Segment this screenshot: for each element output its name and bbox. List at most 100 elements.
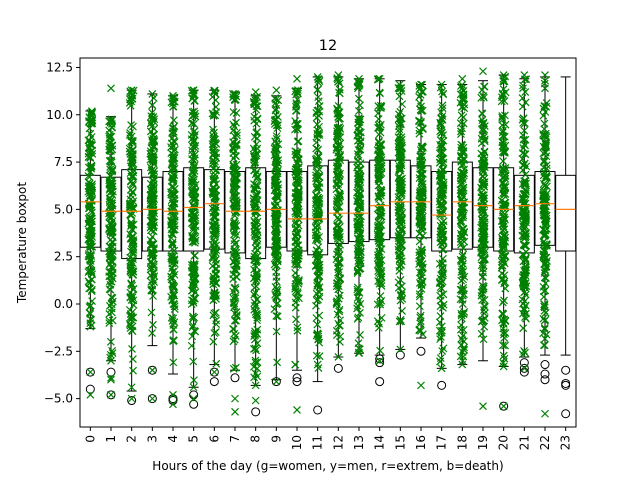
- green-point: [147, 226, 155, 235]
- green-point: [354, 313, 363, 322]
- green-point: [415, 116, 423, 125]
- green-point: [439, 89, 448, 98]
- green-point: [355, 118, 364, 127]
- green-point: [438, 277, 447, 286]
- green-point: [128, 308, 137, 317]
- green-point: [149, 251, 157, 260]
- green-point: [395, 92, 404, 101]
- green-point: [354, 81, 363, 90]
- green-point: [436, 193, 445, 202]
- green-point: [437, 153, 446, 162]
- x-tick-label: 1: [104, 435, 118, 443]
- green-point: [250, 152, 259, 160]
- green-point: [314, 287, 323, 296]
- green-point: [500, 279, 509, 288]
- green-point: [437, 364, 446, 373]
- green-point: [377, 281, 386, 290]
- green-point: [150, 142, 159, 151]
- green-point: [148, 90, 157, 98]
- green-point: [477, 188, 486, 197]
- green-point: [126, 259, 135, 267]
- green-point: [457, 219, 466, 228]
- green-point: [169, 175, 178, 184]
- green-point: [169, 325, 178, 334]
- green-point: [334, 177, 343, 186]
- green-point: [353, 224, 362, 233]
- green-point: [189, 269, 198, 278]
- green-point: [86, 240, 95, 249]
- green-point: [438, 264, 446, 273]
- green-point: [541, 409, 549, 418]
- green-point: [396, 180, 405, 188]
- green-point: [353, 301, 362, 310]
- green-point: [333, 258, 342, 267]
- green-point: [86, 140, 94, 149]
- green-point: [189, 128, 198, 136]
- green-point: [272, 212, 280, 221]
- green-point: [353, 180, 362, 189]
- green-point: [107, 373, 115, 382]
- green-point: [541, 108, 550, 116]
- green-point: [313, 158, 322, 167]
- green-point: [417, 225, 426, 234]
- green-point: [271, 253, 280, 261]
- green-point: [209, 221, 217, 229]
- green-point: [541, 308, 550, 317]
- green-point: [168, 159, 177, 168]
- green-point: [479, 180, 488, 189]
- green-point: [334, 152, 343, 161]
- y-axis: −5.0 −2.5 0.0 2.5 5.0 7.5 10.0 12.5: [44, 60, 80, 406]
- green-point: [272, 377, 281, 386]
- green-point: [270, 144, 279, 153]
- green-point: [312, 246, 321, 255]
- green-point: [293, 125, 302, 134]
- green-point: [395, 128, 404, 137]
- green-point: [108, 191, 117, 199]
- green-point: [167, 254, 176, 263]
- green-point: [397, 290, 405, 299]
- green-point: [291, 125, 299, 134]
- green-point: [272, 86, 281, 95]
- green-point: [398, 295, 407, 303]
- green-point: [375, 195, 383, 203]
- flier-point: [271, 377, 281, 387]
- green-point: [500, 315, 509, 324]
- green-point: [541, 173, 550, 182]
- green-point: [170, 217, 178, 226]
- y-tick-label: 0.0: [54, 297, 73, 311]
- green-point: [397, 191, 406, 199]
- y-tick-label: 12.5: [46, 60, 73, 74]
- green-point: [251, 262, 260, 270]
- green-point: [416, 206, 424, 214]
- green-point: [355, 349, 363, 358]
- axes-frame: [79, 57, 577, 428]
- green-point: [314, 295, 323, 304]
- green-point: [293, 95, 302, 104]
- green-point: [229, 166, 238, 175]
- green-point: [417, 279, 426, 288]
- green-point: [314, 75, 323, 84]
- green-point: [354, 297, 363, 305]
- green-point: [292, 121, 301, 129]
- green-points-hour-17: [435, 80, 448, 373]
- green-point: [169, 400, 177, 409]
- green-point: [521, 177, 530, 186]
- green-point: [232, 139, 241, 148]
- green-point: [295, 294, 303, 303]
- green-point: [105, 156, 114, 165]
- green-point: [126, 321, 135, 330]
- green-point: [335, 193, 344, 202]
- green-point: [315, 179, 324, 187]
- green-point: [229, 120, 238, 129]
- green-point: [479, 316, 488, 325]
- x-tick-label: 8: [249, 435, 263, 443]
- green-point: [169, 267, 178, 276]
- green-point: [377, 279, 386, 288]
- green-point: [457, 111, 466, 120]
- green-point: [253, 114, 262, 123]
- green-point: [313, 329, 322, 338]
- green-point: [229, 89, 237, 98]
- green-point: [128, 259, 137, 268]
- green-point: [273, 257, 282, 266]
- green-point: [520, 208, 529, 217]
